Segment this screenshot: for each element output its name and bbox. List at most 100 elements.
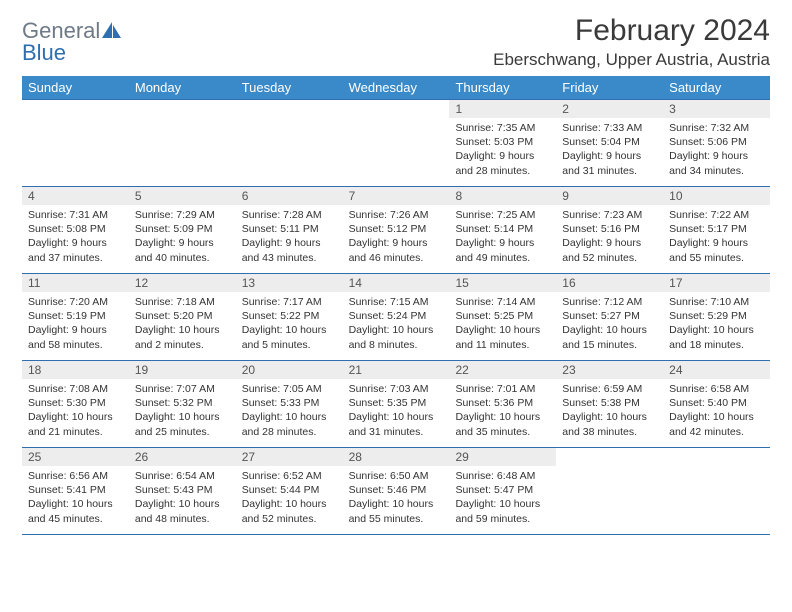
day-cell: 20Sunrise: 7:05 AMSunset: 5:33 PMDayligh… xyxy=(236,361,343,447)
day-cell: 8Sunrise: 7:25 AMSunset: 5:14 PMDaylight… xyxy=(449,187,556,273)
day-cell: 23Sunrise: 6:59 AMSunset: 5:38 PMDayligh… xyxy=(556,361,663,447)
daylight-text: Daylight: 10 hours xyxy=(242,323,337,337)
day-cell: 22Sunrise: 7:01 AMSunset: 5:36 PMDayligh… xyxy=(449,361,556,447)
daylight-text: Daylight: 9 hours xyxy=(242,236,337,250)
day-cell: 19Sunrise: 7:07 AMSunset: 5:32 PMDayligh… xyxy=(129,361,236,447)
day-body: Sunrise: 7:12 AMSunset: 5:27 PMDaylight:… xyxy=(556,292,663,356)
daylight-text: Daylight: 10 hours xyxy=(349,410,444,424)
weekday-header: Saturday xyxy=(663,76,770,99)
daylight-text: and 46 minutes. xyxy=(349,251,444,265)
sunset-text: Sunset: 5:44 PM xyxy=(242,483,337,497)
day-body: Sunrise: 6:48 AMSunset: 5:47 PMDaylight:… xyxy=(449,466,556,530)
weekday-header: Thursday xyxy=(449,76,556,99)
sunrise-text: Sunrise: 7:05 AM xyxy=(242,382,337,396)
day-body: Sunrise: 7:17 AMSunset: 5:22 PMDaylight:… xyxy=(236,292,343,356)
day-cell: 13Sunrise: 7:17 AMSunset: 5:22 PMDayligh… xyxy=(236,274,343,360)
daylight-text: and 38 minutes. xyxy=(562,425,657,439)
sunrise-text: Sunrise: 7:20 AM xyxy=(28,295,123,309)
sunset-text: Sunset: 5:12 PM xyxy=(349,222,444,236)
daylight-text: and 49 minutes. xyxy=(455,251,550,265)
day-body: Sunrise: 6:52 AMSunset: 5:44 PMDaylight:… xyxy=(236,466,343,530)
daylight-text: and 28 minutes. xyxy=(242,425,337,439)
daylight-text: and 11 minutes. xyxy=(455,338,550,352)
day-cell: 15Sunrise: 7:14 AMSunset: 5:25 PMDayligh… xyxy=(449,274,556,360)
sunset-text: Sunset: 5:03 PM xyxy=(455,135,550,149)
sunset-text: Sunset: 5:09 PM xyxy=(135,222,230,236)
daylight-text: Daylight: 10 hours xyxy=(562,410,657,424)
sunset-text: Sunset: 5:24 PM xyxy=(349,309,444,323)
day-body: Sunrise: 7:03 AMSunset: 5:35 PMDaylight:… xyxy=(343,379,450,443)
day-number: 22 xyxy=(449,361,556,379)
sunset-text: Sunset: 5:27 PM xyxy=(562,309,657,323)
daylight-text: and 28 minutes. xyxy=(455,164,550,178)
sunrise-text: Sunrise: 7:18 AM xyxy=(135,295,230,309)
sunset-text: Sunset: 5:25 PM xyxy=(455,309,550,323)
day-number: 3 xyxy=(663,100,770,118)
day-body: Sunrise: 7:31 AMSunset: 5:08 PMDaylight:… xyxy=(22,205,129,269)
sunset-text: Sunset: 5:06 PM xyxy=(669,135,764,149)
sunset-text: Sunset: 5:19 PM xyxy=(28,309,123,323)
daylight-text: and 52 minutes. xyxy=(242,512,337,526)
month-title: February 2024 xyxy=(493,14,770,48)
daylight-text: Daylight: 9 hours xyxy=(135,236,230,250)
week-row: 18Sunrise: 7:08 AMSunset: 5:30 PMDayligh… xyxy=(22,360,770,447)
day-number: 1 xyxy=(449,100,556,118)
day-number: 4 xyxy=(22,187,129,205)
sunrise-text: Sunrise: 7:15 AM xyxy=(349,295,444,309)
day-body: Sunrise: 7:14 AMSunset: 5:25 PMDaylight:… xyxy=(449,292,556,356)
day-body: Sunrise: 7:26 AMSunset: 5:12 PMDaylight:… xyxy=(343,205,450,269)
daylight-text: and 2 minutes. xyxy=(135,338,230,352)
day-number: 19 xyxy=(129,361,236,379)
day-body: Sunrise: 7:28 AMSunset: 5:11 PMDaylight:… xyxy=(236,205,343,269)
sunset-text: Sunset: 5:16 PM xyxy=(562,222,657,236)
day-body: Sunrise: 7:22 AMSunset: 5:17 PMDaylight:… xyxy=(663,205,770,269)
day-number: 11 xyxy=(22,274,129,292)
sunrise-text: Sunrise: 7:26 AM xyxy=(349,208,444,222)
day-body: Sunrise: 7:07 AMSunset: 5:32 PMDaylight:… xyxy=(129,379,236,443)
day-number: 26 xyxy=(129,448,236,466)
daylight-text: and 52 minutes. xyxy=(562,251,657,265)
daylight-text: and 18 minutes. xyxy=(669,338,764,352)
sunrise-text: Sunrise: 7:14 AM xyxy=(455,295,550,309)
daylight-text: Daylight: 9 hours xyxy=(28,236,123,250)
day-number: 10 xyxy=(663,187,770,205)
daylight-text: Daylight: 9 hours xyxy=(669,149,764,163)
day-cell xyxy=(663,448,770,534)
week-row: 1Sunrise: 7:35 AMSunset: 5:03 PMDaylight… xyxy=(22,99,770,186)
sunset-text: Sunset: 5:38 PM xyxy=(562,396,657,410)
day-body: Sunrise: 6:58 AMSunset: 5:40 PMDaylight:… xyxy=(663,379,770,443)
day-cell: 2Sunrise: 7:33 AMSunset: 5:04 PMDaylight… xyxy=(556,100,663,186)
sunset-text: Sunset: 5:30 PM xyxy=(28,396,123,410)
day-body: Sunrise: 7:25 AMSunset: 5:14 PMDaylight:… xyxy=(449,205,556,269)
daylight-text: Daylight: 9 hours xyxy=(455,149,550,163)
day-number: 20 xyxy=(236,361,343,379)
daylight-text: and 55 minutes. xyxy=(669,251,764,265)
day-number: 13 xyxy=(236,274,343,292)
daylight-text: Daylight: 10 hours xyxy=(242,410,337,424)
day-number: 25 xyxy=(22,448,129,466)
daylight-text: Daylight: 10 hours xyxy=(349,497,444,511)
day-body: Sunrise: 7:08 AMSunset: 5:30 PMDaylight:… xyxy=(22,379,129,443)
day-cell: 28Sunrise: 6:50 AMSunset: 5:46 PMDayligh… xyxy=(343,448,450,534)
brand-part2: Blue xyxy=(22,40,66,65)
weekday-header: Friday xyxy=(556,76,663,99)
sunrise-text: Sunrise: 7:17 AM xyxy=(242,295,337,309)
sunrise-text: Sunrise: 7:10 AM xyxy=(669,295,764,309)
day-number: 28 xyxy=(343,448,450,466)
day-body: Sunrise: 7:33 AMSunset: 5:04 PMDaylight:… xyxy=(556,118,663,182)
day-cell: 11Sunrise: 7:20 AMSunset: 5:19 PMDayligh… xyxy=(22,274,129,360)
daylight-text: Daylight: 10 hours xyxy=(28,497,123,511)
day-cell xyxy=(556,448,663,534)
daylight-text: Daylight: 10 hours xyxy=(455,410,550,424)
sunset-text: Sunset: 5:17 PM xyxy=(669,222,764,236)
calendar: Sunday Monday Tuesday Wednesday Thursday… xyxy=(22,76,770,535)
sunrise-text: Sunrise: 6:48 AM xyxy=(455,469,550,483)
daylight-text: Daylight: 10 hours xyxy=(135,497,230,511)
daylight-text: and 31 minutes. xyxy=(349,425,444,439)
daylight-text: and 25 minutes. xyxy=(135,425,230,439)
day-number: 6 xyxy=(236,187,343,205)
day-cell: 21Sunrise: 7:03 AMSunset: 5:35 PMDayligh… xyxy=(343,361,450,447)
sunrise-text: Sunrise: 7:23 AM xyxy=(562,208,657,222)
day-number: 29 xyxy=(449,448,556,466)
day-cell: 12Sunrise: 7:18 AMSunset: 5:20 PMDayligh… xyxy=(129,274,236,360)
